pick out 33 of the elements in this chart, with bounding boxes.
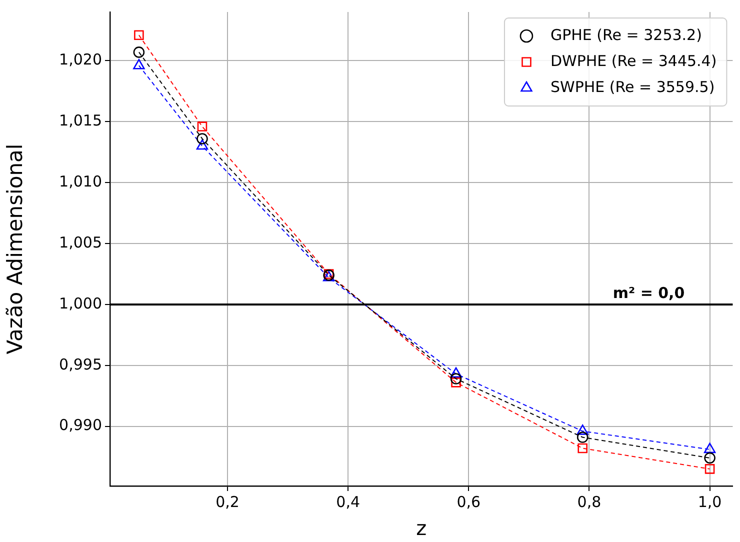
x-tick-label: 0,4 xyxy=(336,492,360,511)
point xyxy=(133,46,145,58)
point xyxy=(704,452,716,464)
legend-label: DWPHE (Re = 3445.4) xyxy=(550,52,717,70)
legend-label: SWPHE (Re = 3559.5) xyxy=(550,78,715,96)
point xyxy=(576,432,588,443)
point xyxy=(451,378,461,388)
x-tick-label: 1,0 xyxy=(698,492,722,511)
point xyxy=(450,373,462,384)
point xyxy=(133,58,145,70)
point xyxy=(576,424,588,435)
y-tick-label: 0,990 xyxy=(59,416,102,434)
legend-label: GPHE (Re = 3253.2) xyxy=(550,26,702,44)
y-tick-label: 1,020 xyxy=(59,50,102,69)
point xyxy=(578,443,588,454)
annotation: m² = 0,0 xyxy=(612,284,685,302)
point xyxy=(134,30,144,40)
point xyxy=(704,442,716,454)
point xyxy=(450,367,462,378)
point xyxy=(196,133,208,144)
point xyxy=(196,139,208,150)
x-tick-label: 0,8 xyxy=(577,492,602,511)
point xyxy=(197,122,208,132)
y-tick-label: 0,995 xyxy=(59,355,102,374)
y-tick-label: 1,010 xyxy=(59,172,102,190)
y-tick-label: 1,005 xyxy=(59,233,102,252)
x-tick-label: 0,6 xyxy=(456,492,481,511)
x-tick-label: 0,2 xyxy=(216,492,240,511)
x-axis-title: z xyxy=(416,516,427,540)
y-axis-title: Vazão Adimensional xyxy=(3,144,28,354)
y-tick-label: 1,000 xyxy=(59,294,102,312)
y-tick-label: 1,015 xyxy=(59,112,102,130)
point xyxy=(704,464,715,474)
